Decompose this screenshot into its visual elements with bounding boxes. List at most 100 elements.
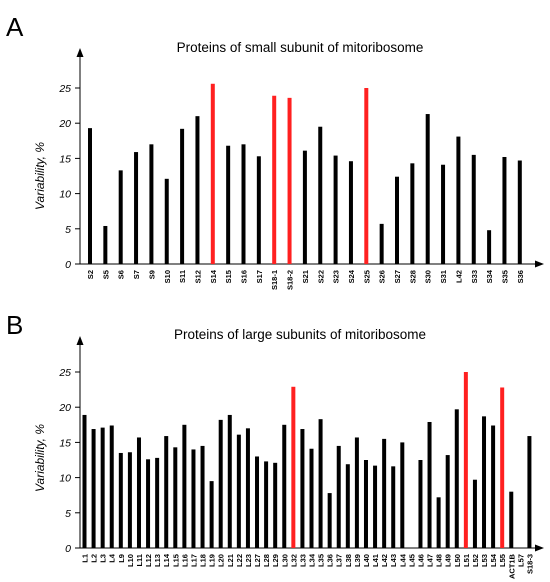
bar-l48 [436,497,441,548]
x-tick-label: S12 [193,270,202,283]
x-tick-label: S31 [439,270,448,283]
bar-l28 [264,461,269,548]
x-tick-label: L22 [235,554,244,567]
x-tick-label: S10 [163,270,172,283]
x-tick-label: L23 [244,554,253,567]
bar-l11 [136,437,141,548]
x-tick-label: L45 [407,554,416,567]
bar-l14 [164,436,169,548]
bar-l46 [418,460,423,548]
bar-l36 [327,493,332,548]
x-tick-label: L43 [389,554,398,567]
panel-label: A [6,12,24,42]
bar-s10 [164,178,169,264]
bar-l44 [400,442,405,548]
bar-l53 [482,416,487,548]
x-tick-label: S18-2 [286,270,295,290]
bar-l39 [354,437,359,548]
bar-l47 [427,421,432,548]
x-tick-label: S35 [500,270,509,283]
x-tick-label: S7 [132,270,141,279]
bar-l2 [91,429,96,548]
x-tick-label: S5 [101,270,110,279]
y-tick-label: 5 [65,508,71,520]
bar-l9 [118,452,123,548]
x-tick-label: L52 [471,554,480,567]
bar-s2 [88,128,92,264]
x-tick-label: L20 [217,554,226,567]
bar-l16 [182,424,187,548]
bar-l4 [109,425,114,548]
bar-s26 [379,223,384,264]
x-tick-label: S36 [516,270,525,283]
x-tick-label: S18-1 [270,270,279,290]
bar-s27 [395,176,399,264]
x-tick-label: L54 [489,553,498,567]
bar-l30 [282,424,287,548]
bar-s24 [348,161,353,264]
bar-l13 [155,457,160,548]
x-tick-label: S34 [485,269,494,283]
y-tick-label: 25 [58,367,71,379]
x-tick-label: S28 [408,270,417,283]
x-tick-label: L15 [171,554,180,567]
chart-title: Proteins of large subunits of mitoriboso… [174,327,426,342]
bar-s11 [180,128,185,264]
chart-panel-a: A Proteins of small subunit of mitoriboso… [6,12,544,290]
x-tick-label: S26 [378,270,387,283]
x-tick-label: S6 [117,270,126,279]
bar-act1b [509,491,514,548]
bar-s9 [149,144,154,264]
x-tick-label: S33 [470,270,479,283]
bar-s21 [302,150,307,264]
x-tick-label: L32 [289,554,298,567]
bar-l54 [491,425,496,548]
bar-l49 [445,455,450,548]
bar-s18-1 [272,95,277,264]
x-tick-label: L9 [117,554,126,563]
bar-l32 [291,386,296,548]
x-tick-label: L37 [335,554,344,567]
bar-l23 [245,428,250,548]
x-tick-label: L38 [344,554,353,567]
x-tick-label: L55 [498,554,507,567]
x-tick-label: S14 [209,269,218,283]
x-tick-label: L29 [271,554,280,567]
x-axis-arrow [535,260,544,268]
x-tick-label: L46 [416,554,425,567]
y-tick-label: 10 [59,473,71,485]
bar-s35 [502,156,507,264]
x-tick-label: S24 [347,269,356,283]
x-tick-label: L28 [262,554,271,567]
bar-l21 [227,414,232,548]
bar-s18-3 [527,436,532,548]
chart-title: Proteins of small subunit of mitoribosom… [177,40,424,55]
bar-l38 [345,464,350,548]
bar-s36 [517,160,522,264]
bar-l27 [255,456,260,548]
y-axis-arrow [76,48,84,57]
y-axis-label: Variability, % [33,142,47,210]
x-tick-label: S9 [147,270,156,279]
bar-l17 [191,449,196,548]
x-tick-label: S2 [86,270,95,279]
x-tick-label: S16 [240,270,249,283]
bar-l42 [382,438,387,548]
bar-l34 [309,448,314,548]
x-tick-label: L30 [280,554,289,567]
bar-l18 [200,445,205,548]
y-tick-label: 10 [59,189,71,201]
x-tick-label: ACT1B [507,553,516,579]
x-tick-label: L21 [226,554,235,567]
bar-s28 [410,163,415,264]
chart-panel-b: B Proteins of large subunits of mitoribos… [6,310,544,579]
y-tick-label: 25 [58,83,71,95]
y-tick-label: 20 [58,118,71,130]
bar-l15 [173,447,178,548]
x-tick-label: L3 [99,554,108,563]
y-tick-label: 0 [65,259,71,271]
bar-s14 [210,83,215,264]
x-tick-label: L39 [353,554,362,567]
x-tick-label: L50 [453,554,462,567]
x-tick-label: L13 [153,554,162,567]
